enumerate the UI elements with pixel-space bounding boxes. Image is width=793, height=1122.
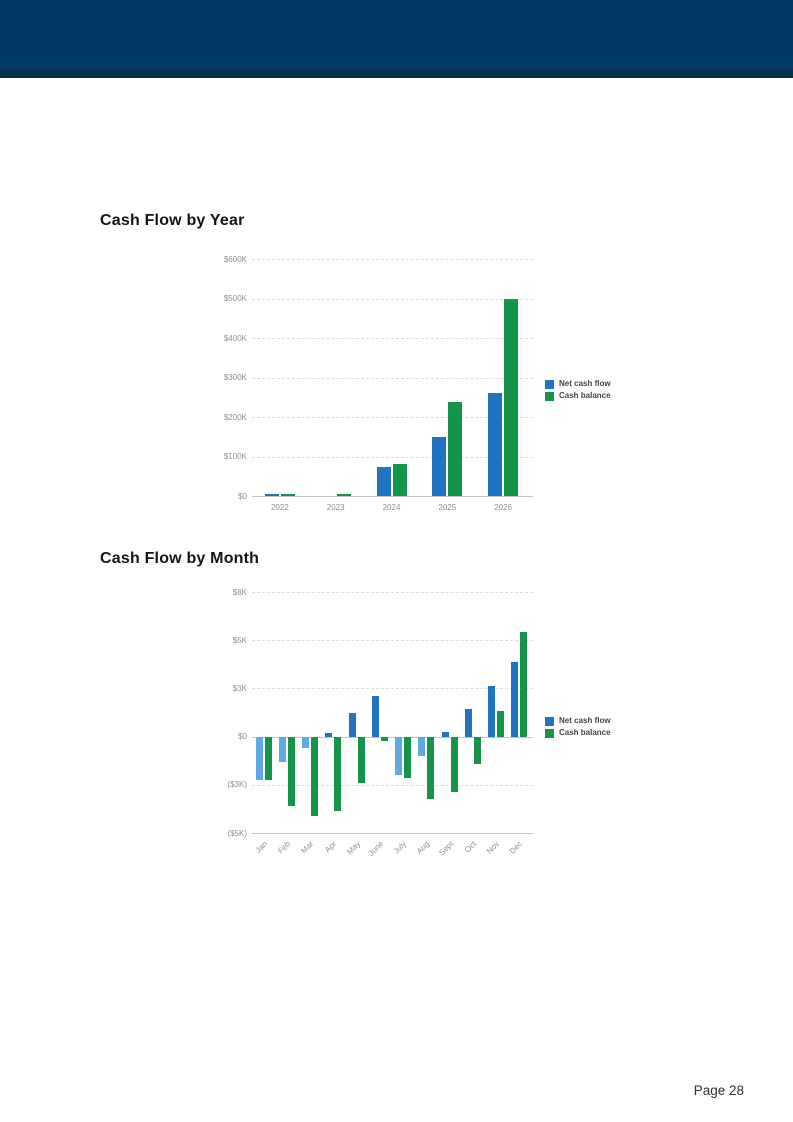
gridline bbox=[252, 592, 533, 593]
bar-cash-balance bbox=[392, 464, 407, 496]
legend-swatch bbox=[545, 391, 554, 401]
chart-legend: Net cash flow Cash balance bbox=[545, 716, 611, 740]
x-axis-category-label: 2026 bbox=[494, 503, 512, 512]
gridline bbox=[252, 259, 533, 260]
bar-cash-balance bbox=[380, 736, 388, 742]
y-axis-tick-label: $300K bbox=[223, 373, 247, 382]
legend-label: Net cash flow bbox=[559, 379, 611, 388]
x-axis-category-label: Nov bbox=[484, 839, 502, 856]
legend-item: Net cash flow bbox=[545, 716, 611, 726]
gridline bbox=[252, 338, 533, 339]
bar-cash-balance bbox=[357, 736, 365, 784]
bar-cash-balance bbox=[280, 494, 295, 496]
bar-cash-balance bbox=[334, 736, 342, 812]
gridline bbox=[252, 298, 533, 300]
x-axis-category-label: 2025 bbox=[438, 503, 457, 512]
bar-cash-balance bbox=[404, 736, 412, 779]
legend-swatch bbox=[545, 716, 554, 726]
y-axis-tick-label: $600K bbox=[223, 254, 247, 264]
bar-net-cash-flow bbox=[255, 736, 263, 780]
legend-label: Cash balance bbox=[559, 391, 611, 400]
x-axis-category-label: July bbox=[391, 839, 409, 856]
x-axis-category-label: Oct bbox=[462, 839, 479, 855]
y-axis-tick-label: $0 bbox=[238, 732, 247, 742]
bar-net-cash-flow bbox=[488, 685, 496, 737]
bar-cash-balance bbox=[497, 710, 505, 737]
bar-net-cash-flow bbox=[488, 393, 503, 496]
y-axis-tick-label: $3K bbox=[232, 683, 247, 693]
bar-net-cash-flow bbox=[264, 494, 279, 496]
legend-label: Net cash flow bbox=[559, 716, 611, 725]
bar-net-cash-flow bbox=[418, 736, 426, 756]
y-axis-tick-label: $8K bbox=[232, 587, 247, 597]
x-axis-category-label: 2023 bbox=[326, 503, 345, 512]
gridline bbox=[252, 456, 533, 458]
bar-net-cash-flow bbox=[441, 731, 449, 737]
x-axis-category-label: June bbox=[366, 839, 386, 858]
bar-net-cash-flow bbox=[511, 661, 519, 737]
y-axis-tick-label: $200K bbox=[223, 412, 247, 422]
bar-cash-balance bbox=[473, 736, 481, 764]
bar-cash-balance bbox=[427, 736, 435, 800]
y-axis-tick-label: ($3K) bbox=[227, 780, 247, 790]
bar-cash-balance bbox=[448, 402, 463, 496]
legend-item: Net cash flow bbox=[545, 379, 611, 389]
chart-legend: Net cash flow Cash balance bbox=[545, 379, 611, 403]
bar-net-cash-flow bbox=[278, 736, 286, 763]
y-axis-tick-label: $500K bbox=[223, 294, 247, 303]
gridline bbox=[252, 736, 533, 738]
x-axis-category-label: Aug bbox=[415, 839, 432, 856]
legend-label: Cash balance bbox=[559, 728, 611, 737]
chart-title-cash-flow-by-month: Cash Flow by Month bbox=[100, 550, 260, 567]
gridline bbox=[252, 496, 533, 497]
bar-net-cash-flow bbox=[432, 436, 447, 496]
x-axis-category-label: May bbox=[344, 839, 362, 857]
legend-item: Cash balance bbox=[545, 391, 611, 401]
x-axis-category-label: 2024 bbox=[382, 503, 401, 512]
x-axis-category-label: Feb bbox=[275, 839, 293, 856]
bar-cash-balance bbox=[311, 736, 319, 817]
y-axis-tick-label: $0 bbox=[238, 491, 247, 501]
chart-title-cash-flow-by-year: Cash Flow by Year bbox=[100, 212, 245, 229]
legend-item: Cash balance bbox=[545, 728, 611, 738]
x-axis-category-label: Dec bbox=[508, 839, 525, 856]
x-axis-category-label: Jan bbox=[253, 839, 269, 855]
header-band bbox=[0, 0, 793, 78]
bar-net-cash-flow bbox=[348, 712, 356, 737]
y-axis-tick-label: $5K bbox=[232, 635, 247, 645]
bar-cash-balance bbox=[450, 736, 458, 793]
gridline bbox=[252, 377, 533, 379]
bar-net-cash-flow bbox=[302, 736, 310, 748]
bar-net-cash-flow bbox=[464, 709, 472, 737]
bar-cash-balance bbox=[336, 493, 351, 496]
x-axis-category-label: Sept bbox=[436, 839, 455, 858]
y-axis-tick-label: ($5K) bbox=[227, 828, 247, 838]
gridline bbox=[252, 640, 533, 642]
bar-cash-balance bbox=[504, 299, 519, 496]
x-axis-category-label: Apr bbox=[323, 839, 339, 855]
gridline bbox=[252, 417, 533, 418]
bar-net-cash-flow bbox=[395, 736, 403, 776]
gridline bbox=[252, 688, 533, 690]
gridline bbox=[252, 833, 533, 834]
y-axis-tick-label: $400K bbox=[223, 333, 247, 343]
legend-swatch bbox=[545, 728, 554, 738]
x-axis-category-label: Mar bbox=[299, 839, 316, 856]
bar-cash-balance bbox=[264, 736, 272, 780]
bar-net-cash-flow bbox=[325, 733, 333, 737]
legend-swatch bbox=[545, 379, 554, 389]
bar-cash-balance bbox=[287, 736, 295, 807]
bar-net-cash-flow bbox=[371, 696, 379, 737]
gridline bbox=[252, 784, 533, 786]
page-number: Page 28 bbox=[693, 1083, 744, 1098]
x-axis-category-label: 2022 bbox=[270, 503, 289, 512]
bar-net-cash-flow bbox=[376, 467, 391, 496]
y-axis-tick-label: $100K bbox=[223, 452, 247, 461]
bar-cash-balance bbox=[520, 632, 528, 737]
